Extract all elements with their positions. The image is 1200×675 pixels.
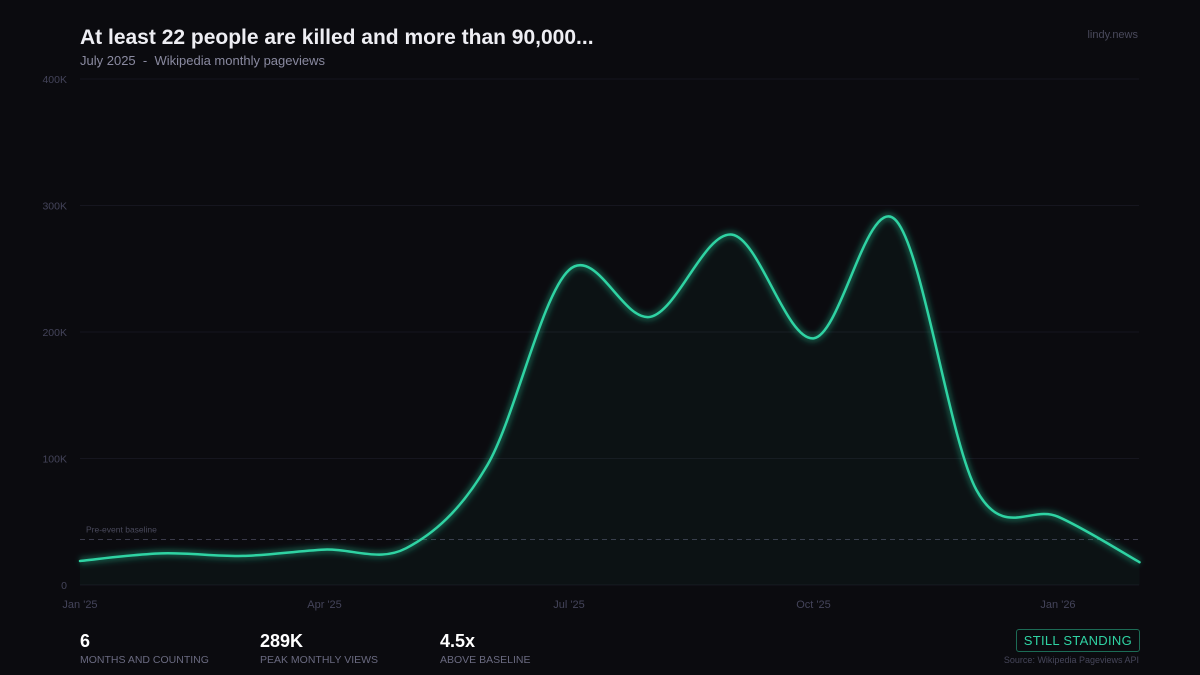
- stat-label: PEAK MONTHLY VIEWS: [260, 654, 379, 666]
- y-tick-label: 300K: [42, 201, 67, 213]
- chart-subtitle: July 2025 - Wikipedia monthly pageviews: [80, 53, 325, 68]
- stat-value: 289K: [260, 631, 304, 651]
- area-fill: [80, 216, 1140, 585]
- subtitle-description: Wikipedia monthly pageviews: [154, 53, 325, 68]
- source-note: Source: Wikipedia Pageviews API: [1003, 655, 1139, 665]
- x-tick-label: Jan '26: [1040, 599, 1075, 611]
- subtitle-date: July 2025: [80, 53, 136, 68]
- y-tick-label: 0: [61, 580, 67, 592]
- baseline-label: Pre-event baseline: [86, 524, 157, 534]
- x-tick-label: Jul '25: [553, 599, 584, 611]
- y-tick-label: 400K: [42, 74, 67, 86]
- stat-peak: 289K PEAK MONTHLY VIEWS: [260, 631, 378, 666]
- y-tick-label: 100K: [42, 454, 67, 466]
- y-tick-label: 200K: [42, 327, 67, 339]
- stat-value: 6: [80, 631, 91, 651]
- x-tick-label: Oct '25: [796, 599, 831, 611]
- chart-title: At least 22 people are killed and more t…: [80, 26, 594, 49]
- stat-value: 4.5x: [440, 631, 476, 651]
- stat-months: 6 MONTHS AND COUNTING: [80, 631, 209, 666]
- stat-label: ABOVE BASELINE: [440, 654, 531, 666]
- subtitle-separator: -: [142, 53, 148, 68]
- x-tick-label: Jan '25: [62, 599, 97, 611]
- x-tick-label: Apr '25: [307, 599, 342, 611]
- stat-baseline-ratio: 4.5x ABOVE BASELINE: [440, 631, 530, 666]
- brand-link[interactable]: lindy.news: [1087, 29, 1138, 41]
- status-badge: STILL STANDING: [1015, 629, 1140, 652]
- stat-label: MONTHS AND COUNTING: [80, 654, 209, 666]
- series-line: [78, 215, 1141, 564]
